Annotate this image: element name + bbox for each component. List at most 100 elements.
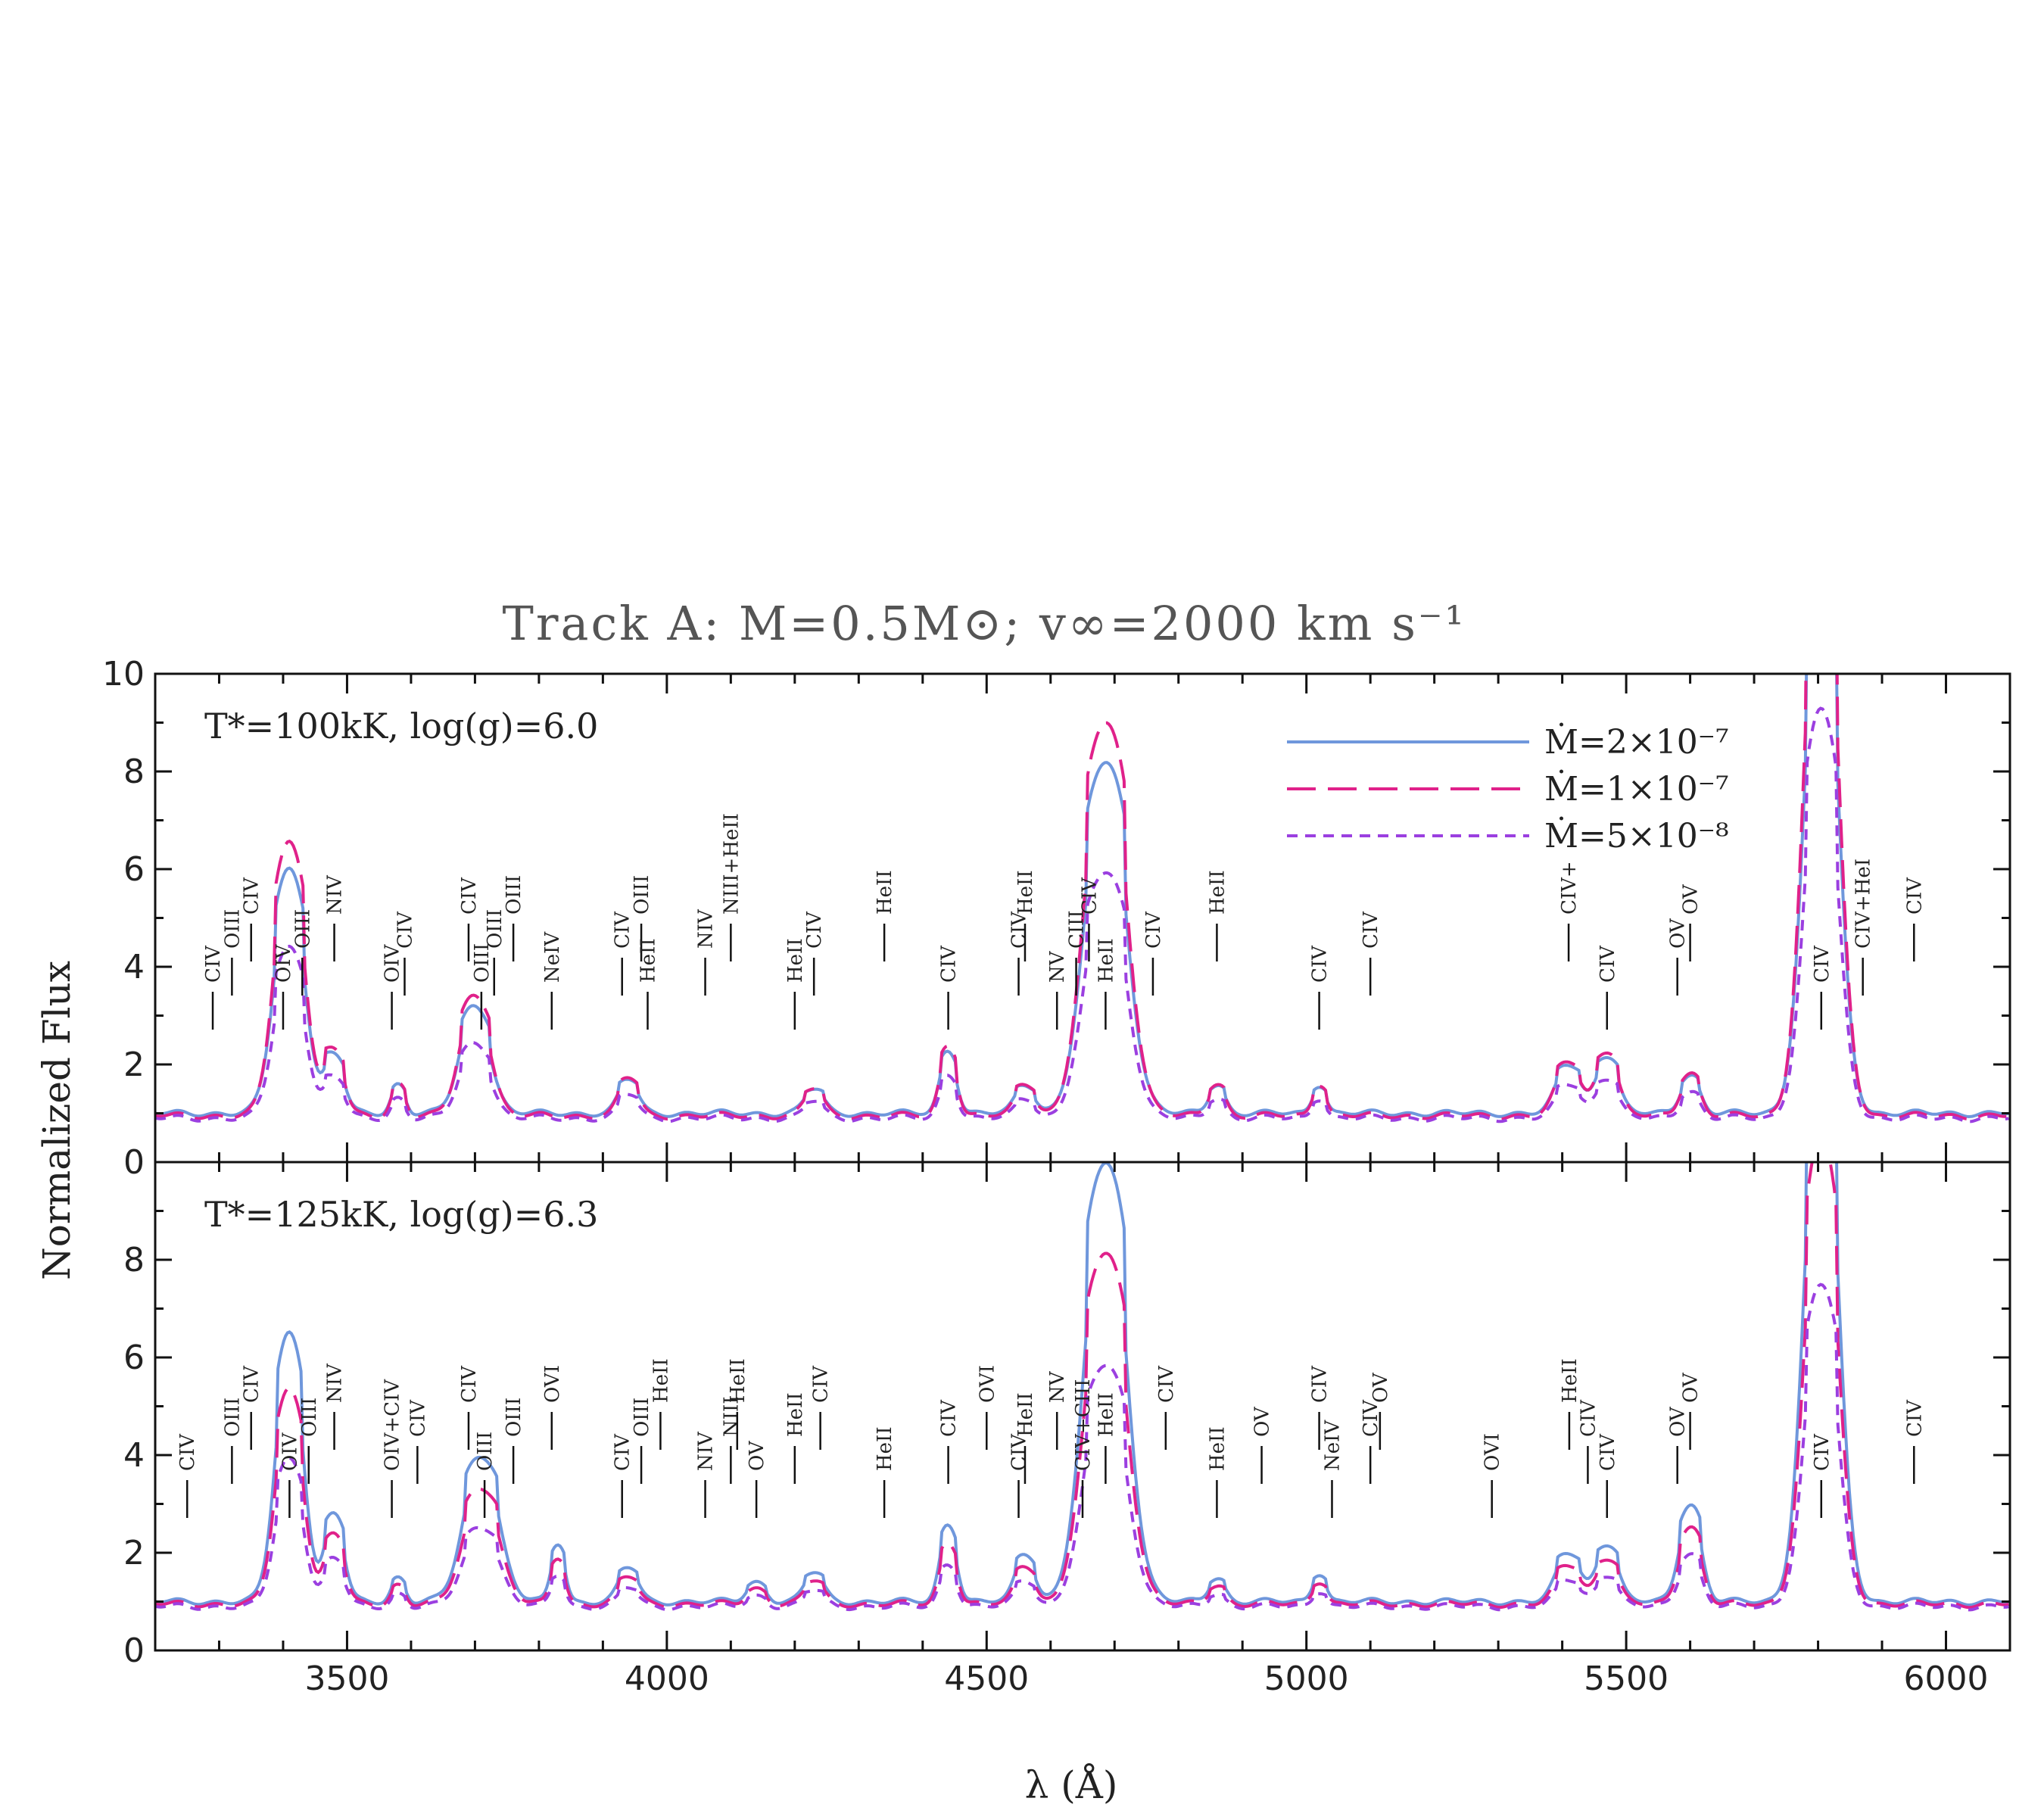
line-id-label: NIV <box>695 1431 718 1471</box>
line-id-label: OIII <box>503 1398 525 1437</box>
line-id-label: CIV <box>803 911 826 949</box>
line-id-label: OV <box>1667 918 1690 949</box>
y-tick-label: 10 <box>102 655 145 693</box>
line-id-label: CIV <box>1811 1433 1834 1471</box>
line-id-label: CIV <box>1309 945 1332 983</box>
series-line-2 <box>155 674 2009 1121</box>
line-id-label: OIV <box>382 943 404 983</box>
line-id-label: HeII <box>1206 870 1229 915</box>
y-tick-label: 8 <box>123 753 145 791</box>
line-id-label: NV <box>1046 950 1069 983</box>
line-id-label: CIV <box>202 945 225 983</box>
line-id-label: NIV <box>324 1363 347 1403</box>
x-tick-label: 6000 <box>1904 1660 1989 1698</box>
series-line-2 <box>155 1162 2009 1610</box>
line-id-label: CIV <box>241 877 263 915</box>
line-id-label: OV <box>1667 1406 1690 1437</box>
line-id-label: OV <box>1251 1406 1274 1437</box>
y-axis-label: Normalized Flux <box>35 961 79 1280</box>
line-id-label: OV <box>1369 1372 1392 1403</box>
line-id-label: CIV <box>176 1433 199 1471</box>
line-id-label: OIV <box>273 943 295 983</box>
line-id-label: CIV <box>1811 945 1834 983</box>
line-id-label: CIV <box>1078 877 1101 915</box>
line-id-label: OIII <box>503 875 525 915</box>
line-id-label: CIV <box>938 1399 961 1437</box>
line-id-label: HeII <box>874 870 896 915</box>
line-id-label: CIV <box>612 911 634 949</box>
line-id-label: NIII+HeII <box>720 813 743 915</box>
line-id-label: CIV <box>1597 945 1619 983</box>
line-id-label: HeII <box>1014 870 1037 915</box>
line-id-label: CIV <box>458 877 481 915</box>
line-id-label: HeII <box>874 1426 896 1471</box>
line-id-label: HeII <box>727 1358 749 1403</box>
line-id-label: OIII <box>484 909 506 949</box>
panel-label: T*=125kK, log(g)=6.3 <box>204 1194 598 1235</box>
line-id-label: OIII <box>221 909 244 949</box>
line-id-label: NIII <box>720 1396 743 1437</box>
legend-label: Ṁ=2×10⁻⁷ <box>1544 721 1729 762</box>
line-id-label: CIV <box>612 1433 634 1471</box>
x-tick-label: 4000 <box>625 1660 709 1698</box>
line-id-label: OIV <box>279 1432 301 1471</box>
y-tick-label: 4 <box>123 1436 145 1475</box>
line-id-label: CIV <box>458 1365 481 1403</box>
line-id-label: CIV <box>1155 1365 1178 1403</box>
line-id-label: NIV <box>324 874 347 915</box>
y-tick-label: 8 <box>123 1241 145 1279</box>
line-id-label: CIV <box>1309 1365 1332 1403</box>
legend-label: Ṁ=5×10⁻⁸ <box>1544 815 1729 855</box>
line-id-label: CIV <box>810 1365 833 1403</box>
line-id-label: HeII <box>1014 1392 1037 1437</box>
line-id-label: CIV <box>241 1365 263 1403</box>
line-id-label: OIII <box>221 1398 244 1437</box>
line-id-label: NIV <box>695 908 718 949</box>
y-tick-label: 4 <box>123 948 145 986</box>
line-id-label: OIII <box>471 943 494 983</box>
line-id-label: CIV <box>938 945 961 983</box>
line-id-label: NeIV <box>1321 1420 1344 1471</box>
x-tick-label: 3500 <box>304 1660 389 1698</box>
y-tick-label: 2 <box>123 1046 145 1084</box>
line-id-label: HeII <box>650 1358 672 1403</box>
line-id-label: CIV <box>1903 877 1926 915</box>
line-id-label: OIII <box>298 1398 321 1437</box>
line-id-label: NV <box>1046 1370 1069 1403</box>
line-id-label: CIV <box>1360 911 1382 949</box>
line-id-label: OIII <box>291 909 314 949</box>
line-id-label: OV <box>1680 1372 1703 1403</box>
line-id-label: OVI <box>1482 1433 1504 1471</box>
line-id-label: OIII <box>631 1398 653 1437</box>
line-id-label: CIV <box>1008 911 1031 949</box>
line-id-label: OV <box>1680 884 1703 915</box>
x-tick-label: 5500 <box>1584 1660 1669 1698</box>
line-id-label: CIV+HeI <box>1852 859 1875 949</box>
line-id-label: HeII <box>637 938 660 983</box>
line-id-label: OVI <box>541 1365 564 1403</box>
y-tick-label: 2 <box>123 1534 145 1572</box>
line-id-label: CIV <box>1360 1399 1382 1437</box>
line-id-label: OIII <box>631 875 653 915</box>
line-id-label: NeIV <box>541 931 564 983</box>
line-id-label: CIV <box>1597 1433 1619 1471</box>
series-line-3 <box>155 706 2009 1123</box>
line-id-label: HeII <box>1095 1392 1117 1437</box>
line-id-label: HeII <box>1095 938 1117 983</box>
line-id-label: OVI <box>976 1365 999 1403</box>
x-tick-label: 4500 <box>944 1660 1029 1698</box>
line-id-label: OIII <box>474 1432 497 1471</box>
y-tick-label: 6 <box>123 1339 145 1377</box>
line-id-label: CIV+ <box>1558 861 1581 915</box>
x-axis-label: λ (Å) <box>1025 1762 1118 1807</box>
line-id-label: HeII <box>784 1392 807 1437</box>
line-id-label: HeII <box>784 938 807 983</box>
line-id-label: OIV+CIV <box>382 1379 404 1471</box>
line-id-label: CIV <box>1142 911 1165 949</box>
line-id-label: CIII <box>1066 910 1089 949</box>
legend-label: Ṁ=1×10⁻⁷ <box>1544 768 1729 809</box>
y-tick-label: 0 <box>123 1631 145 1670</box>
